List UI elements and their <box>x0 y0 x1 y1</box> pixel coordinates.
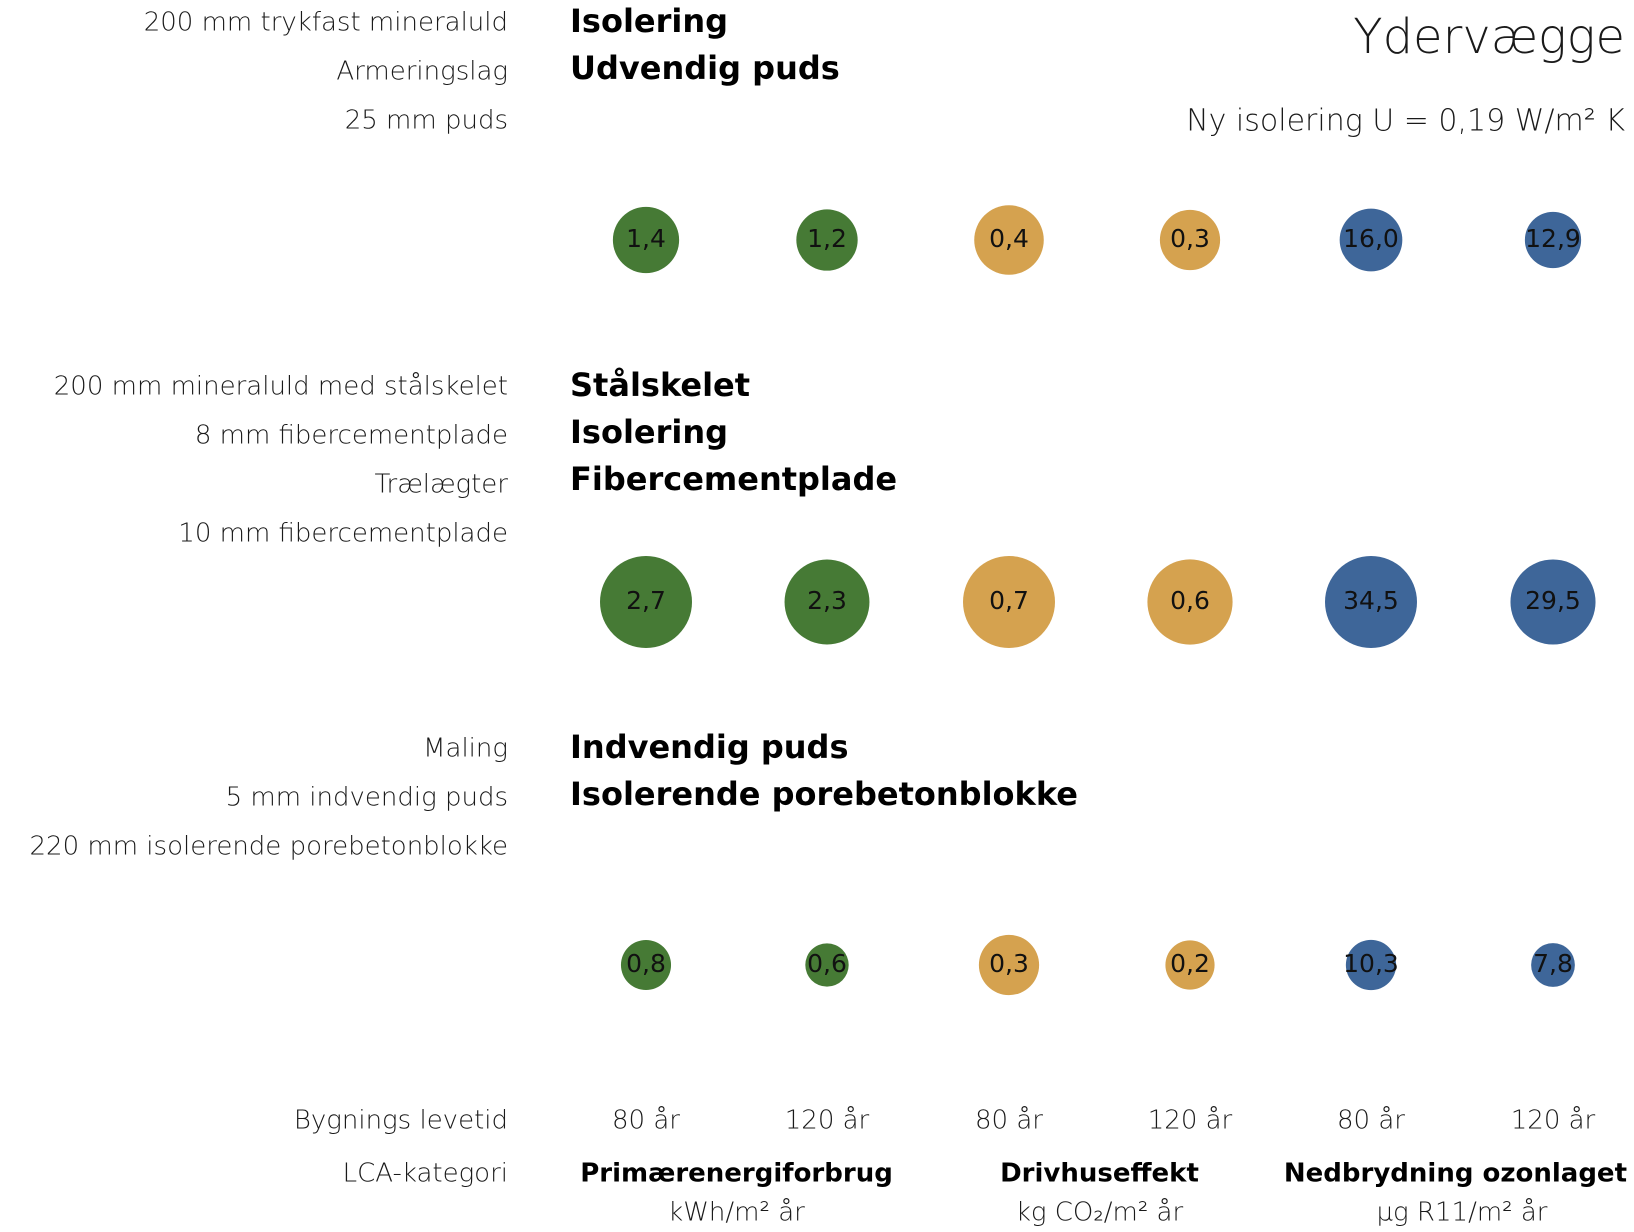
chart-subtitle: Ny isolering U = 0,19 W/m² K <box>1186 104 1625 139</box>
component-label: Isolering <box>570 413 728 451</box>
bubble-label: 29,5 <box>1525 586 1581 615</box>
bubble <box>612 206 680 274</box>
bubble-label: 10,3 <box>1343 949 1399 978</box>
bubble-label: 0,2 <box>1170 949 1210 978</box>
bubble-label: 0,4 <box>989 224 1029 253</box>
category-name: Primærenergiforbrug <box>580 1159 893 1189</box>
layer-label: 5 mm indvendig puds <box>226 783 508 813</box>
layer-label: 200 mm trykfast mineraluld <box>144 8 508 38</box>
bubble <box>784 559 870 645</box>
lifetime: 80 år <box>975 1105 1043 1136</box>
component-label: Isolerende porebetonblokke <box>570 775 1078 813</box>
bubble <box>1345 939 1397 991</box>
bubble-label: 0,6 <box>807 949 847 978</box>
bubble-label: 0,3 <box>989 949 1029 978</box>
category-unit: kWh/m² år <box>668 1197 805 1228</box>
lifetime: 80 år <box>612 1105 680 1136</box>
layer-label: Trælægter <box>374 470 508 500</box>
category-unit: µg R11/m² år <box>1377 1197 1548 1228</box>
layer-label: 200 mm mineraluld med stålskelet <box>54 371 508 402</box>
bubble-label: 0,7 <box>989 586 1029 615</box>
bubble <box>1531 943 1575 987</box>
bubble-label: 0,6 <box>1170 586 1210 615</box>
component-label: Indvendig puds <box>570 728 849 766</box>
bubble <box>1159 209 1221 271</box>
bubble <box>1147 559 1233 645</box>
bubble-label: 0,3 <box>1170 224 1210 253</box>
bubble <box>974 205 1044 275</box>
layer-label: 8 mm fibercementplade <box>195 421 508 451</box>
lifetime-label: Bygnings levetid <box>294 1106 508 1136</box>
bubble <box>1325 556 1417 648</box>
bubble <box>805 943 849 987</box>
category-label: LCA-kategori <box>343 1159 508 1189</box>
chart-title: Ydervægge <box>1353 9 1625 65</box>
bubble <box>1339 208 1403 272</box>
bubble-label: 2,3 <box>807 586 847 615</box>
bubble-label: 16,0 <box>1343 224 1399 253</box>
bubble-label: 1,2 <box>807 224 847 253</box>
bubble <box>620 939 672 991</box>
bubble <box>796 209 858 271</box>
lifetime: 120 år <box>785 1105 870 1136</box>
category-name: Drivhuseffekt <box>1000 1159 1199 1189</box>
component-label: Udvendig puds <box>570 49 840 87</box>
layer-label: Maling <box>423 734 508 764</box>
lifetime: 120 år <box>1148 1105 1233 1136</box>
bubble <box>1510 559 1596 645</box>
bubble <box>600 556 692 648</box>
component-label: Fibercementplade <box>570 460 897 498</box>
bubble-label: 12,9 <box>1525 224 1581 253</box>
bubble-label: 1,4 <box>626 224 666 253</box>
bubble-label: 34,5 <box>1343 586 1399 615</box>
bubble-label: 7,8 <box>1533 949 1573 978</box>
lifetime: 80 år <box>1337 1105 1405 1136</box>
component-label: Stålskelet <box>570 366 750 404</box>
lifetime: 120 år <box>1511 1105 1596 1136</box>
layer-label: Armeringslag <box>336 57 508 87</box>
bubble <box>978 934 1040 996</box>
bubble-label: 0,8 <box>626 949 666 978</box>
bubble <box>963 556 1055 648</box>
bubble <box>1524 211 1582 269</box>
component-label: Isolering <box>570 2 728 40</box>
bubble <box>1165 940 1215 990</box>
layer-label: 220 mm isolerende porebetonblokke <box>30 832 509 862</box>
category-unit: kg CO₂/m² år <box>1016 1197 1184 1228</box>
category-name: Nedbrydning ozonlaget <box>1284 1159 1627 1189</box>
layer-label: 25 mm puds <box>345 106 508 136</box>
layer-label: 10 mm fibercementplade <box>178 519 508 549</box>
bubble-label: 2,7 <box>626 586 666 615</box>
